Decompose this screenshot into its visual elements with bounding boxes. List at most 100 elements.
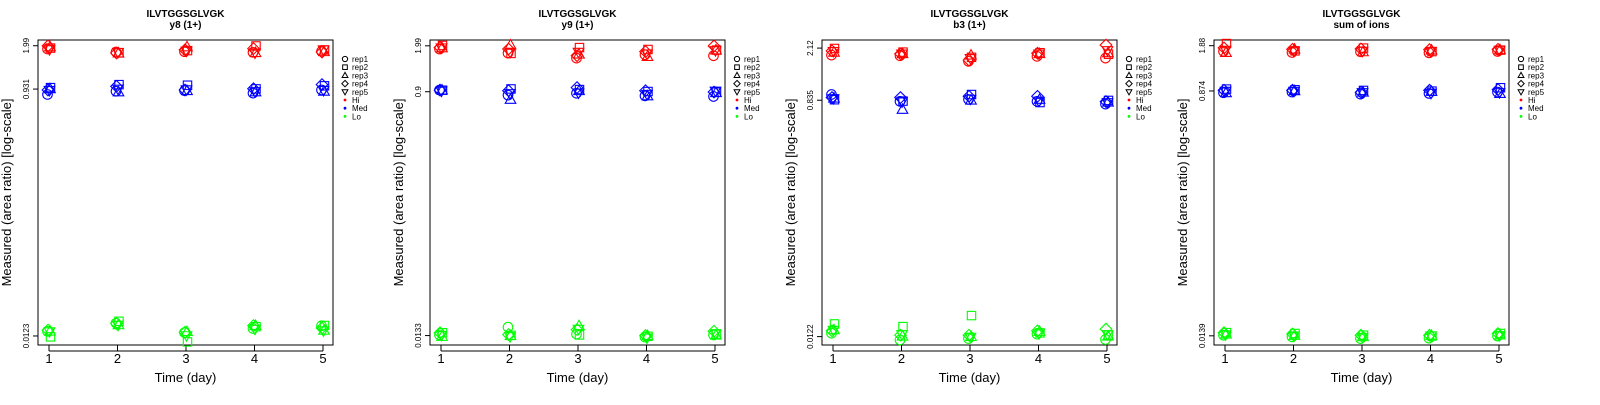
y-tick-label: 1.88 xyxy=(1198,37,1207,53)
legend-label-rep2: rep2 xyxy=(1528,63,1545,72)
legend-label-rep3: rep3 xyxy=(352,71,369,80)
data-point-med-day2-rep5 xyxy=(503,89,517,101)
x-tick-label: 3 xyxy=(182,351,189,366)
legend-dot-lo xyxy=(343,115,347,118)
data-point-lo-day3-rep5 xyxy=(572,324,585,336)
data-point-med-day3-rep3 xyxy=(572,84,586,96)
legend-symbol-rep5 xyxy=(733,89,741,96)
data-point-med-day1-rep4 xyxy=(41,83,55,97)
legend-label-rep4: rep4 xyxy=(352,80,369,89)
legend-label-rep1: rep1 xyxy=(1136,55,1153,64)
data-point-med-day1-rep4 xyxy=(1217,83,1231,97)
data-point-hi-day2-rep4 xyxy=(893,47,908,61)
data-point-lo-day4-rep5 xyxy=(640,333,654,345)
legend-label-lo: Lo xyxy=(1528,112,1537,121)
x-tick-label: 1 xyxy=(1221,351,1228,366)
legend-label-lo: Lo xyxy=(744,112,753,121)
x-tick-label: 2 xyxy=(898,351,905,366)
legend-symbol-rep4 xyxy=(733,79,741,88)
data-point-med-day2-rep3 xyxy=(504,92,517,104)
chart-subtitle: y9 (1+) xyxy=(562,20,594,31)
legend-label-rep4: rep4 xyxy=(1136,80,1153,89)
data-point-hi-day1-rep2 xyxy=(437,40,448,51)
legend-label-lo: Lo xyxy=(352,112,361,121)
data-point-hi-day3-rep4 xyxy=(962,53,976,67)
y-tick-label: 0.931 xyxy=(22,79,31,100)
legend-symbol-rep5 xyxy=(341,89,349,96)
data-point-lo-day4-rep5 xyxy=(1424,331,1438,343)
data-point-med-day2-rep5 xyxy=(895,97,909,109)
x-tick-label: 5 xyxy=(319,351,326,366)
data-point-med-day3-rep5 xyxy=(572,88,585,100)
legend-symbol-rep4 xyxy=(1517,79,1525,88)
y-axis-label: Measured (area ratio) [log-scale] xyxy=(783,99,798,287)
data-point-med-day3-rep4 xyxy=(178,83,192,97)
data-point-lo-day2-rep5 xyxy=(1287,331,1301,343)
data-point-hi-day5-rep5 xyxy=(1493,45,1506,57)
data-point-hi-day4-rep2 xyxy=(251,41,261,51)
legend-symbol-rep3 xyxy=(341,71,349,78)
x-axis-label: Time (day) xyxy=(1331,370,1393,385)
legend-symbol-rep4 xyxy=(341,79,349,88)
data-point-lo-day1-rep5 xyxy=(1219,330,1232,342)
y-tick-label: 2.12 xyxy=(806,40,815,56)
legend-label-lo: Lo xyxy=(1136,112,1145,121)
data-point-lo-day2-rep5 xyxy=(111,320,125,332)
legend-label-rep5: rep5 xyxy=(744,88,761,97)
data-point-lo-day1-rep4 xyxy=(825,324,839,338)
x-axis-label: Time (day) xyxy=(155,370,217,385)
x-tick-label: 5 xyxy=(711,351,718,366)
data-point-hi-day2-rep4 xyxy=(109,46,124,60)
data-point-lo-day5-rep2 xyxy=(319,320,330,331)
data-point-med-day5-rep4 xyxy=(315,77,329,92)
data-point-med-day1-rep4 xyxy=(825,90,839,105)
data-point-med-day5-rep5 xyxy=(709,86,722,98)
legend-dot-hi xyxy=(735,98,739,102)
x-tick-label: 4 xyxy=(251,351,258,366)
legend-label-med: Med xyxy=(352,104,368,113)
data-point-hi-day2-rep5 xyxy=(895,49,909,61)
y-tick-label: 0.0122 xyxy=(806,324,815,349)
x-tick-label: 4 xyxy=(1035,351,1042,366)
data-point-med-day1-rep5 xyxy=(43,85,56,97)
legend-label-rep5: rep5 xyxy=(352,88,369,97)
y-tick-label: 0.9 xyxy=(414,86,423,98)
legend-symbol-rep1 xyxy=(733,55,741,63)
data-point-hi-day5-rep5 xyxy=(1101,46,1114,58)
legend-label-med: Med xyxy=(744,104,760,113)
legend-label-rep1: rep1 xyxy=(352,55,369,64)
data-point-hi-day1-rep5 xyxy=(1219,45,1232,57)
data-point-hi-day3-rep5 xyxy=(1356,46,1369,58)
data-point-med-day2-rep4 xyxy=(1285,83,1300,97)
data-point-med-day4-rep5 xyxy=(1032,96,1046,108)
legend-symbol-rep2 xyxy=(734,64,740,71)
legend-symbol-rep2 xyxy=(342,64,348,71)
data-point-lo-day5-rep5 xyxy=(317,326,330,338)
data-point-lo-day5-rep4 xyxy=(1099,322,1113,336)
x-tick-label: 1 xyxy=(829,351,836,366)
data-point-hi-day5-rep4 xyxy=(707,39,721,53)
data-point-med-day1-rep3 xyxy=(43,82,57,94)
chart-title: ILVTGGSGLVGK xyxy=(147,9,226,20)
legend-label-rep2: rep2 xyxy=(744,63,761,72)
data-point-med-day5-rep4 xyxy=(707,85,721,99)
x-tick-label: 2 xyxy=(114,351,121,366)
data-point-med-day3-rep5 xyxy=(964,94,977,106)
data-point-lo-day3-rep2 xyxy=(1358,330,1369,340)
x-tick-label: 2 xyxy=(1290,351,1297,366)
data-point-med-day2-rep5 xyxy=(1287,86,1301,98)
data-point-hi-day1-rep4 xyxy=(433,40,447,55)
data-point-med-day4-rep5 xyxy=(640,89,654,101)
data-point-med-day1-rep5 xyxy=(1219,86,1232,98)
legend-symbol-rep1 xyxy=(341,55,349,63)
data-point-hi-day3-rep5 xyxy=(572,47,585,59)
data-point-med-day5-rep5 xyxy=(1101,98,1114,110)
data-point-med-day2-rep4 xyxy=(893,90,908,105)
data-point-lo-day2-rep4 xyxy=(893,328,908,342)
x-tick-label: 1 xyxy=(437,351,444,366)
data-point-med-day2-rep2 xyxy=(506,84,516,94)
legend-dot-hi xyxy=(1519,98,1523,102)
x-tick-label: 4 xyxy=(643,351,650,366)
